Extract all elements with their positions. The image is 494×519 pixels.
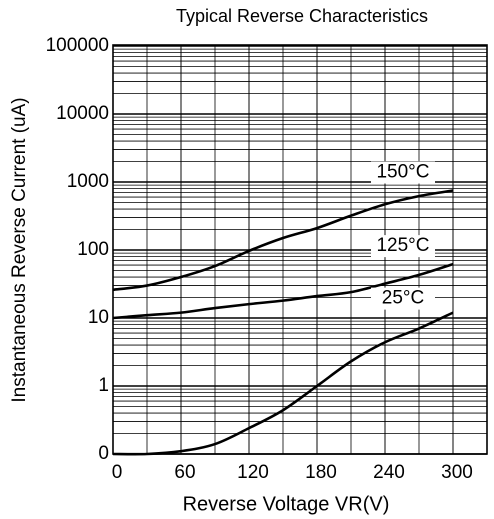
label-background bbox=[371, 161, 435, 184]
y-tick-label: 10 bbox=[88, 307, 109, 328]
x-axis-label: Reverse Voltage VR(V) bbox=[183, 493, 390, 515]
y-tick-label: 1 bbox=[98, 375, 109, 396]
chart-title: Typical Reverse Characteristics bbox=[176, 6, 428, 26]
y-tick-label: 1000 bbox=[67, 171, 109, 192]
series-line bbox=[112, 311, 454, 456]
label-background bbox=[371, 235, 435, 258]
y-axis-label: Instantaneous Reverse Current (uA) bbox=[9, 97, 30, 402]
y-tick-label: 0 bbox=[98, 443, 109, 464]
label-background bbox=[371, 287, 435, 310]
series-line bbox=[112, 189, 454, 292]
x-tick-label: 120 bbox=[237, 462, 269, 483]
x-tick-label: 60 bbox=[174, 462, 195, 483]
x-tick-label: 180 bbox=[305, 462, 337, 483]
x-tick-label: 0 bbox=[112, 462, 123, 483]
series-label: 150°C bbox=[376, 162, 429, 183]
y-tick-label: 100000 bbox=[46, 35, 109, 56]
y-tick-label: 10000 bbox=[56, 103, 109, 124]
plot-frame bbox=[112, 44, 488, 455]
x-tick-label: 300 bbox=[441, 462, 473, 483]
y-tick-label: 100 bbox=[77, 239, 109, 260]
series-line bbox=[112, 262, 454, 320]
series-label: 25°C bbox=[382, 288, 424, 309]
x-tick-label: 240 bbox=[373, 462, 405, 483]
series-label: 125°C bbox=[376, 235, 429, 256]
